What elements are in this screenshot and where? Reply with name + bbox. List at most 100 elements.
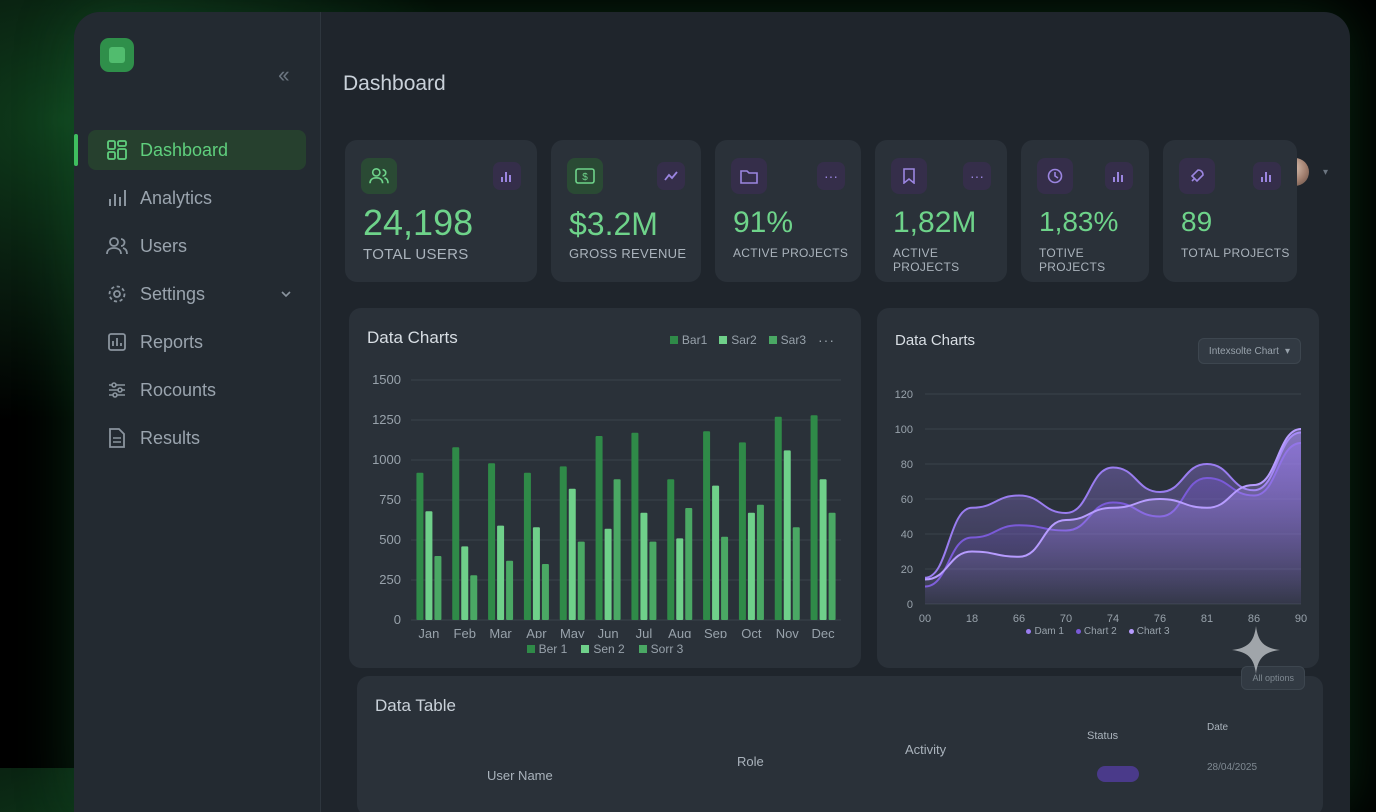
column-header-role[interactable]: Role bbox=[737, 754, 764, 769]
sidebar-item-rocounts[interactable]: Rocounts bbox=[88, 370, 306, 410]
y-tick-label: 500 bbox=[379, 532, 401, 547]
sidebar-item-reports[interactable]: Reports bbox=[88, 322, 306, 362]
legend-item[interactable]: Sorr 3 bbox=[638, 642, 683, 656]
sidebar-item-users[interactable]: Users bbox=[88, 226, 306, 266]
x-tick-label: Jul bbox=[636, 626, 653, 638]
stat-label: TOTAL PROJECTS bbox=[1181, 246, 1290, 260]
column-header-activity[interactable]: Activity bbox=[905, 742, 947, 757]
bar bbox=[783, 450, 791, 620]
y-tick-label: 120 bbox=[895, 389, 913, 401]
legend-item[interactable]: Sar2 bbox=[719, 333, 757, 347]
x-tick-label: Apr bbox=[526, 626, 547, 638]
x-tick-label: Sep bbox=[704, 626, 727, 638]
sidebar-item-dashboard[interactable]: Dashboard bbox=[74, 130, 306, 170]
stats-row: 24,198 TOTAL USERS $ $3.2M GROSS REVENUE… bbox=[345, 140, 1297, 282]
x-tick-label: Nov bbox=[776, 626, 800, 638]
column-header-user-name[interactable]: User Name bbox=[487, 768, 553, 783]
bar bbox=[470, 575, 478, 620]
x-tick-label: 18 bbox=[966, 613, 978, 625]
bar-chart-icon bbox=[493, 162, 521, 190]
x-tick-label: Mar bbox=[489, 626, 512, 638]
users-icon bbox=[361, 158, 397, 194]
bar bbox=[559, 466, 567, 620]
chart-legend-bottom: Dam 1 Chart 2 Chart 3 bbox=[877, 626, 1319, 637]
y-tick-label: 250 bbox=[379, 572, 401, 587]
x-tick-label: 70 bbox=[1060, 613, 1072, 625]
bar bbox=[631, 432, 639, 620]
sidebar-item-label: Analytics bbox=[140, 187, 213, 208]
users-icon bbox=[106, 235, 128, 257]
x-tick-label: May bbox=[560, 626, 585, 638]
svg-text:$: $ bbox=[582, 172, 588, 183]
dollar-icon: $ bbox=[567, 158, 603, 194]
stat-card-totive-projects[interactable]: 1,83% TOTIVE PROJECTS bbox=[1021, 140, 1149, 282]
stat-label: ACTIVE PROJECTS bbox=[733, 246, 849, 260]
stat-card-active-projects[interactable]: ··· 91% ACTIVE PROJECTS bbox=[715, 140, 861, 282]
more-icon[interactable]: ··· bbox=[817, 162, 845, 190]
legend-item[interactable]: Bar1 bbox=[669, 333, 707, 347]
legend-item[interactable]: Chart 3 bbox=[1128, 626, 1170, 637]
stat-card-gross-revenue[interactable]: $ $3.2M GROSS REVENUE bbox=[551, 140, 701, 282]
bar bbox=[577, 541, 585, 620]
y-tick-label: 80 bbox=[901, 459, 913, 471]
bookmark-icon bbox=[891, 158, 927, 194]
table-filter-select[interactable]: All options bbox=[1241, 666, 1305, 690]
bar-chart-icon bbox=[1253, 162, 1281, 190]
sparkle-icon bbox=[1232, 626, 1280, 674]
x-tick-label: Aug bbox=[668, 626, 691, 638]
bar bbox=[497, 525, 505, 620]
bar bbox=[649, 541, 657, 620]
x-tick-label: Feb bbox=[454, 626, 476, 638]
legend-item[interactable]: Sar3 bbox=[768, 333, 806, 347]
x-tick-label: Jan bbox=[418, 626, 439, 638]
sidebar-nav: Dashboard Analytics Users Settings bbox=[74, 130, 320, 466]
x-tick-label: Oct bbox=[741, 626, 762, 638]
column-header-status[interactable]: Status bbox=[1087, 730, 1119, 742]
sidebar-item-analytics[interactable]: Analytics bbox=[88, 178, 306, 218]
bar bbox=[425, 511, 433, 620]
column-header-date[interactable]: Date bbox=[1207, 722, 1229, 733]
stat-label: GROSS REVENUE bbox=[569, 246, 687, 261]
x-tick-label: 81 bbox=[1201, 613, 1213, 625]
bar bbox=[712, 485, 720, 620]
bar bbox=[613, 479, 621, 620]
stat-value: 89 bbox=[1181, 206, 1213, 237]
chevron-down-icon[interactable] bbox=[280, 284, 292, 305]
stat-value: 24,198 bbox=[363, 202, 474, 243]
sidebar-item-label: Reports bbox=[140, 331, 204, 352]
bar bbox=[721, 536, 729, 620]
stat-card-total-projects[interactable]: 89 TOTAL PROJECTS bbox=[1163, 140, 1297, 282]
y-tick-label: 20 bbox=[901, 564, 913, 576]
chevron-down-icon[interactable]: ▾ bbox=[1322, 166, 1328, 178]
x-tick-label: 76 bbox=[1154, 613, 1166, 625]
more-icon[interactable]: ··· bbox=[963, 162, 991, 190]
legend-item[interactable]: Dam 1 bbox=[1026, 626, 1064, 637]
x-tick-label: 74 bbox=[1107, 613, 1119, 625]
bar bbox=[488, 463, 496, 620]
rocket-icon bbox=[1179, 158, 1215, 194]
sidebar-item-results[interactable]: Results bbox=[88, 418, 306, 458]
trend-line-icon bbox=[657, 162, 685, 190]
folder-icon bbox=[731, 158, 767, 194]
y-tick-label: 750 bbox=[379, 492, 401, 507]
bar bbox=[774, 416, 782, 620]
double-chevron-left-icon[interactable]: ‹‹ bbox=[278, 62, 290, 87]
page-title: Dashboard bbox=[343, 72, 446, 95]
y-tick-label: 1250 bbox=[372, 412, 401, 427]
legend-item[interactable]: Chart 2 bbox=[1075, 626, 1117, 637]
chart-title: Data Charts bbox=[895, 332, 976, 349]
stat-card-total-users[interactable]: 24,198 TOTAL USERS bbox=[345, 140, 537, 282]
bar bbox=[452, 447, 460, 620]
legend-item[interactable]: Sen 2 bbox=[581, 642, 625, 656]
bar bbox=[703, 431, 711, 620]
sidebar: ‹‹ Dashboard Analytics Users bbox=[74, 12, 321, 812]
chart-type-select[interactable]: Intexsolte Chart ▾ bbox=[1197, 338, 1301, 364]
sidebar-item-label: Rocounts bbox=[140, 379, 217, 400]
bar bbox=[568, 488, 576, 620]
sidebar-item-settings[interactable]: Settings bbox=[88, 274, 306, 314]
more-icon[interactable]: ··· bbox=[818, 332, 835, 348]
legend-item[interactable]: Ber 1 bbox=[526, 642, 567, 656]
stat-label: ACTIVE PROJECTS bbox=[893, 246, 960, 274]
gear-icon bbox=[106, 283, 128, 305]
stat-card-active-projects-2[interactable]: ··· 1,82M ACTIVE PROJECTS bbox=[875, 140, 1007, 282]
